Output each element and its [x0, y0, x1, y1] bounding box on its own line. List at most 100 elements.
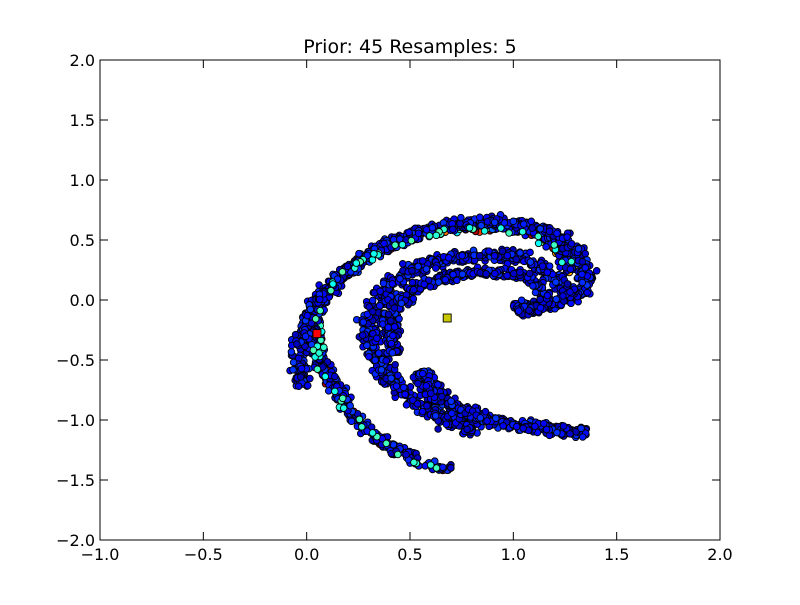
scatter-point	[384, 310, 393, 319]
scatter-point	[431, 412, 440, 420]
scatter-point	[358, 331, 367, 339]
scatter-point	[439, 463, 447, 471]
x-tick-label: 1.5	[604, 545, 629, 564]
scatter-point	[552, 278, 560, 286]
scatter-point	[395, 315, 403, 323]
scatter-point	[475, 251, 484, 260]
scatter-point	[538, 262, 547, 270]
scatter-point	[388, 280, 397, 288]
scatter-point	[566, 430, 574, 438]
scatter-point	[331, 372, 339, 381]
chart-title: Prior: 45 Resamples: 5	[303, 36, 517, 58]
scatter-point	[477, 221, 485, 230]
scatter-point	[498, 247, 507, 255]
scatter-point	[294, 382, 303, 390]
scatter-point	[382, 439, 391, 448]
axes-layer: −1.0 −0.5 0.0 0.5 1.0 1.5 2.0 −2.0 −1.5 −1.0 −0.5 0…	[56, 51, 733, 564]
red-square-marker	[312, 329, 322, 339]
scatter-point	[449, 270, 457, 279]
scatter-point	[526, 258, 535, 266]
y-tick-label: −0.5	[56, 351, 95, 370]
scatter-point	[445, 254, 453, 262]
scatter-point	[422, 265, 431, 273]
scatter-point	[438, 392, 446, 401]
scatter-point	[581, 249, 590, 258]
scatter-point	[499, 422, 507, 430]
scatter-point	[379, 279, 388, 288]
scatter-point	[536, 304, 545, 312]
scatter-point	[410, 458, 418, 467]
scatter-point	[463, 425, 471, 434]
scatter-point	[394, 450, 402, 459]
scatter-point	[483, 417, 491, 425]
scatter-point	[371, 356, 379, 364]
scatter-point	[534, 239, 543, 248]
y-tick-label: 1.5	[70, 111, 95, 130]
scatter-point	[397, 299, 406, 308]
scatter-point	[516, 268, 524, 276]
scatter-point	[542, 243, 550, 251]
scatter-point	[418, 369, 427, 378]
y-tick-label: −1.5	[56, 471, 95, 490]
y-tick-label: 2.0	[70, 51, 95, 70]
scatter-point	[490, 252, 499, 260]
scatter-point	[373, 334, 381, 343]
scatter-point	[458, 270, 467, 278]
scatter-point	[390, 323, 399, 331]
scatter-point	[567, 239, 576, 248]
scatter-point	[516, 249, 524, 257]
scatter-point	[409, 285, 418, 294]
scatter-point	[525, 306, 533, 315]
scatter-point	[413, 400, 422, 408]
scatter-point	[387, 317, 395, 325]
x-tick-label: 0.0	[294, 545, 319, 564]
scatter-point	[392, 382, 401, 390]
scatter-point	[377, 366, 386, 374]
scatter-point	[563, 280, 572, 288]
scatter-point	[352, 259, 361, 267]
scatter-point	[338, 394, 347, 403]
scatter-point	[368, 256, 377, 264]
scatter-point	[301, 332, 310, 341]
scatter-point	[503, 271, 511, 280]
scatter-point	[545, 262, 554, 270]
scatter-point	[566, 288, 574, 296]
scatter-point	[297, 364, 306, 373]
scatter-point	[329, 280, 337, 288]
scatter-point	[401, 390, 409, 399]
scatter-point	[509, 217, 518, 226]
scatter-point	[519, 220, 528, 228]
scatter-point	[476, 269, 484, 277]
scatter-point	[581, 264, 590, 272]
scatter-point	[434, 278, 443, 286]
scatter-point	[358, 423, 366, 431]
scatter-point	[402, 401, 411, 409]
scatter-point	[558, 258, 566, 267]
scatter-point	[289, 366, 297, 374]
scatter-point	[434, 380, 442, 389]
scatter-point	[408, 278, 417, 287]
scatter-point	[414, 262, 422, 271]
scatter-point	[359, 318, 368, 326]
scatter-point	[343, 262, 352, 271]
scatter-point	[398, 260, 407, 268]
scatter-point	[476, 213, 484, 222]
scatter-point	[289, 358, 298, 367]
scatter-point	[389, 331, 397, 340]
scatter-point	[380, 239, 388, 248]
scatter-point	[391, 360, 399, 369]
scatter-point	[408, 267, 416, 275]
scatter-point	[407, 236, 416, 245]
scatter-point	[540, 419, 548, 428]
scatter-point	[505, 229, 513, 237]
scatter-point	[497, 224, 505, 232]
scatter-point	[390, 304, 399, 312]
scatter-point	[388, 349, 397, 357]
yellow-square-marker	[442, 313, 452, 323]
scatter-point	[420, 280, 428, 288]
scatter-point	[432, 464, 441, 472]
scatter-point	[418, 407, 427, 416]
scatter-point	[398, 240, 407, 249]
